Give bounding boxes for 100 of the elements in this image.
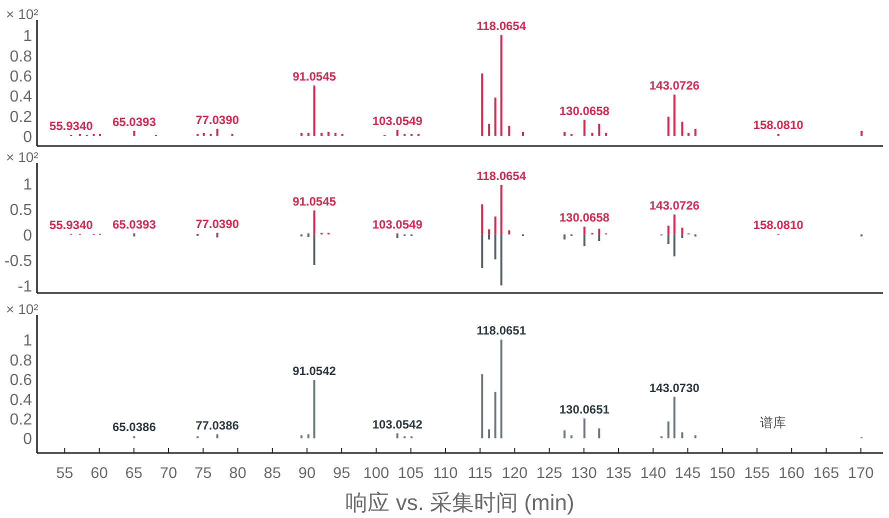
x-tick-label: 115 <box>468 465 492 482</box>
x-axis-title: 响应 vs. 采集时间 (min) <box>346 490 574 515</box>
bar <box>500 234 502 286</box>
bar <box>591 132 594 136</box>
bar <box>202 132 205 136</box>
annotation: × 10² <box>6 149 39 165</box>
bar <box>681 432 684 438</box>
x-tick-label: 75 <box>194 465 212 482</box>
x-tick-label: 170 <box>848 465 874 482</box>
bar <box>396 234 398 238</box>
bar <box>860 130 863 136</box>
x-tick-label: 85 <box>264 465 282 482</box>
x-tick-label: 155 <box>744 465 770 482</box>
bar <box>320 132 323 136</box>
bar <box>500 35 502 136</box>
annotation: 103.0542 <box>372 417 423 432</box>
x-tick-label: 95 <box>332 465 350 482</box>
x-tick-label: 60 <box>90 465 108 482</box>
bar <box>598 124 600 136</box>
bar <box>522 132 524 136</box>
x-tick-label: 165 <box>813 465 840 482</box>
bar <box>667 226 670 234</box>
bar <box>133 130 136 136</box>
bar <box>481 374 484 438</box>
bar <box>488 429 490 438</box>
x-tick-label: 90 <box>298 465 316 482</box>
bar <box>313 234 316 265</box>
y-tick-label: 0.2 <box>10 412 32 428</box>
y-tick-label: 1 <box>23 176 32 194</box>
y-tick-label: 0.8 <box>10 48 32 66</box>
x-tick-label: 70 <box>160 465 178 482</box>
annotation: 55.9340 <box>49 218 94 232</box>
y-tick-label: -0.5 <box>4 252 32 270</box>
bar <box>494 234 496 260</box>
annotation: 65.0386 <box>112 420 156 434</box>
y-tick-label: 0 <box>23 431 32 448</box>
y-tick-label: 0.4 <box>10 392 32 409</box>
bar <box>396 433 398 438</box>
annotation: 77.0390 <box>196 216 240 231</box>
bar <box>564 234 566 240</box>
annotation: 91.0545 <box>292 194 336 208</box>
bar <box>564 430 566 438</box>
bar <box>583 234 586 246</box>
bar <box>307 234 310 237</box>
bar <box>481 234 484 268</box>
bar <box>583 418 586 438</box>
x-tick-label: 55 <box>56 465 74 482</box>
bar <box>500 184 502 234</box>
bar <box>598 228 600 234</box>
bar <box>583 120 586 136</box>
annotation: 143.0726 <box>649 198 700 212</box>
bar <box>494 98 496 136</box>
bar <box>307 132 310 136</box>
bar <box>327 132 330 136</box>
annotation: 158.0810 <box>753 218 804 232</box>
x-tick-label: 150 <box>709 465 736 482</box>
bar <box>673 234 676 256</box>
bar <box>488 124 490 136</box>
bar <box>673 396 676 438</box>
x-tick-label: 80 <box>229 465 247 482</box>
bar <box>313 380 316 438</box>
bar <box>667 421 670 438</box>
annotation: 118.0654 <box>476 168 526 183</box>
bar <box>673 214 676 234</box>
bar <box>583 226 586 234</box>
annotation: 143.0730 <box>649 380 700 395</box>
annotation: 55.9340 <box>49 118 94 133</box>
y-tick-label: 0.5 <box>10 202 32 219</box>
bar <box>216 128 218 136</box>
annotation: 77.0386 <box>196 418 240 432</box>
bar <box>598 234 600 241</box>
annotation: 118.0654 <box>476 19 526 34</box>
x-tick-label: 120 <box>502 465 528 482</box>
bar <box>667 234 670 244</box>
bar <box>313 86 316 136</box>
x-tick-label: 105 <box>398 465 424 482</box>
x-tick-label: 135 <box>606 465 632 482</box>
y-tick-label: 1 <box>23 332 32 350</box>
bar <box>313 210 316 234</box>
x-tick-label: 160 <box>778 465 805 482</box>
annotation: 谱库 <box>760 415 786 430</box>
bar <box>396 130 398 136</box>
bar <box>481 204 484 234</box>
annotation: 77.0390 <box>196 112 240 127</box>
bar <box>681 122 684 136</box>
y-tick-label: 0.6 <box>10 68 32 86</box>
annotation: 91.0545 <box>292 70 336 84</box>
x-tick-label: 65 <box>125 465 143 482</box>
bar <box>494 392 496 438</box>
x-tick-label: 145 <box>674 465 701 482</box>
bar <box>481 73 484 136</box>
x-tick-label: 125 <box>536 465 562 482</box>
bar <box>500 340 502 438</box>
bar <box>216 234 218 238</box>
y-tick-label: -1 <box>18 278 32 296</box>
bar <box>681 234 684 238</box>
annotation: 130.0651 <box>559 402 610 416</box>
annotation: 130.0658 <box>559 210 610 225</box>
annotation: 158.0810 <box>753 118 804 132</box>
bar <box>687 132 690 136</box>
